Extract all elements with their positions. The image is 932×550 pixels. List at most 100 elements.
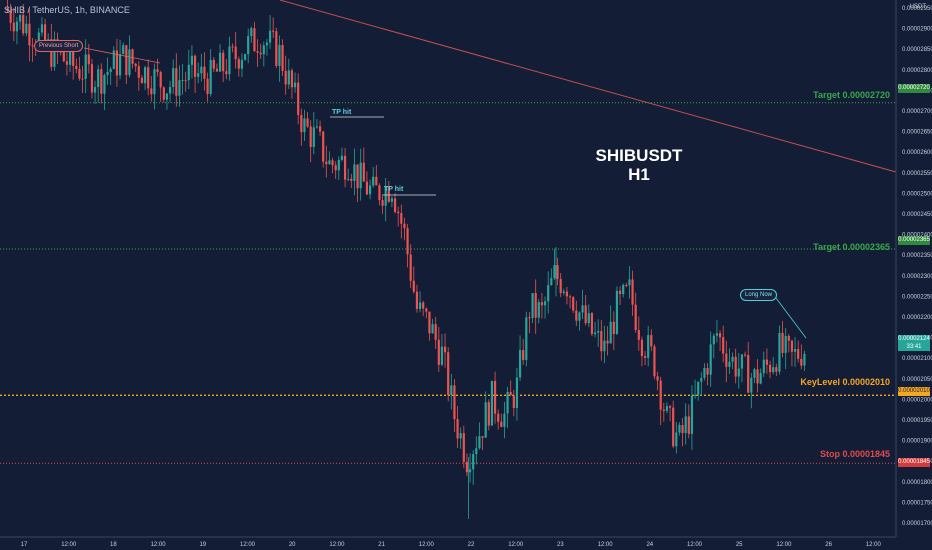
target2-label: Target 0.00002365 [813,242,890,252]
candle-body [250,28,253,37]
candle-body [312,127,315,147]
candle-body [465,461,469,473]
candle-body [253,28,256,52]
candle-body [662,409,665,411]
keylevel-label: KeyLevel 0.00002010 [800,377,890,387]
candle-body [637,329,640,340]
candle-body [715,333,719,336]
candle-body [112,50,115,69]
candle-body [578,312,581,321]
price-axis-bg[interactable] [896,0,932,537]
candle-body [422,302,425,309]
candle-body [300,115,303,133]
candle-body [678,425,681,433]
candle-body [618,290,622,295]
x-tick-label: 17 [21,542,28,548]
candle-body [43,24,47,45]
x-tick-label: 21 [378,542,385,548]
candle-body [159,72,162,88]
candle-body [747,355,750,393]
time-axis-bg[interactable] [0,537,932,550]
candle-body [443,346,447,353]
candle-body [268,30,272,43]
x-tick-label: 12:00 [240,542,256,548]
candle-body [793,349,797,352]
candle-body [134,63,137,67]
candle-body [487,402,490,426]
candle-body [728,361,731,367]
keylevel-price-tag: 0.00002010 [898,387,930,396]
candle-body [653,346,656,377]
candle-body [247,36,250,55]
candle-body [331,160,334,166]
candle-body [650,335,653,347]
candle-body [612,321,615,335]
y-tick-label: 0.00002550 [902,171,932,177]
candle-body [709,344,712,375]
candle-body [284,70,287,85]
candle-body [700,377,703,382]
candle-body [697,381,700,395]
candle-body [522,350,525,360]
candle-body [147,67,150,89]
candle-body [128,49,131,76]
candle-body [640,339,644,357]
candle-body [500,421,503,427]
candle-body [672,407,675,447]
y-tick-label: 0.00002350 [902,253,932,259]
candle-body [115,50,119,76]
candle-body [387,186,390,202]
y-tick-label: 0.00002850 [902,47,932,53]
candle-body [197,73,200,77]
x-tick-label: 18 [110,542,117,548]
candle-body [87,54,90,65]
candle-body [753,369,756,378]
y-tick-label: 0.00002450 [902,212,932,218]
annotation-lines [83,47,807,339]
candle-body [556,265,559,280]
candle-body [18,15,22,22]
candle-body [93,87,97,93]
candle-body [156,69,159,73]
candle-body [184,80,187,82]
candle-body [693,394,697,396]
candle-body [162,87,165,100]
x-tick-label: 26 [825,542,832,548]
candle-body [553,265,556,279]
candle-body [53,39,56,67]
previous-short-callout[interactable]: Previous Short [34,40,84,52]
x-tick-label: 23 [557,542,564,548]
x-tick-label: 12:00 [419,542,435,548]
candle-body [84,54,87,79]
candle-body [681,425,684,434]
x-tick-label: 12:00 [866,542,882,548]
long-now-callout[interactable]: Long Now [740,289,778,301]
candle-body [256,51,259,53]
candle-body [222,52,225,72]
candle-body [390,198,394,202]
chart-title: SHIBUSDT H1 [574,146,704,184]
candle-body [118,54,122,76]
title-line-1: SHIBUSDT [595,146,683,165]
previous-short-connector [83,47,161,64]
y-tick-label: 0.00001750 [902,500,932,506]
candle-body [787,335,790,341]
time-axis: 17 12:00 18 12:00 19 12:00 20 12:00 21 12:00 22 12:… [21,542,882,548]
x-tick-label: 22 [468,542,475,548]
candle-body [609,321,612,344]
candle-body [497,413,500,422]
candle-body [209,59,212,94]
candle-body [337,159,340,171]
candle-body [531,293,534,319]
x-tick-label: 12:00 [151,542,167,548]
candle-body [409,254,412,281]
candle-body [547,285,550,302]
candle-body [6,8,9,11]
candle-body [597,331,600,333]
tp-hit-label-1: TP hit [332,109,352,116]
candle-body [462,433,465,462]
x-tick-label: 19 [199,542,206,548]
candle-body [406,228,409,255]
candle-body [265,42,269,46]
